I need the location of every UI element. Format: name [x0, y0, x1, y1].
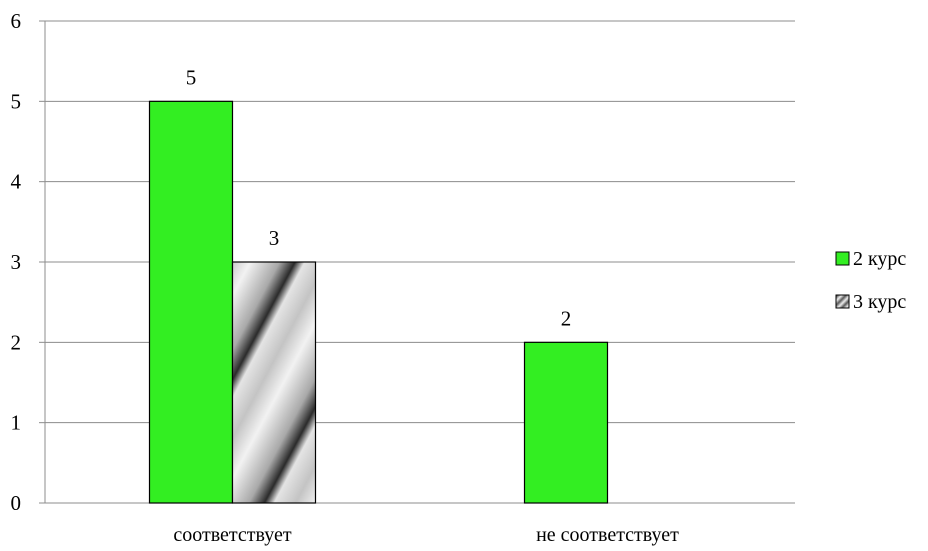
y-tick-label: 5	[11, 89, 22, 113]
x-category-label: не соответствует	[536, 524, 679, 546]
x-category-label: соответствует	[173, 524, 292, 546]
legend: 2 курс 3 курс	[835, 248, 906, 313]
data-label: 5	[186, 65, 197, 89]
bar-1-2	[523, 341, 609, 504]
bar-1-1	[148, 100, 234, 504]
data-label: 3	[269, 226, 280, 250]
y-tick-label: 0	[11, 491, 22, 515]
x-axis: соответствует не соответствует	[173, 524, 679, 546]
bars	[148, 100, 609, 504]
y-tick-label: 2	[11, 330, 22, 354]
y-tick-label: 1	[11, 411, 22, 435]
data-label: 2	[561, 306, 572, 330]
legend-swatch	[835, 251, 850, 266]
legend-label: 2 курс	[853, 248, 906, 270]
legend-swatch	[835, 294, 850, 309]
bar-2-1	[231, 261, 317, 504]
y-tick-label: 4	[11, 170, 22, 194]
y-tick-label: 6	[11, 9, 22, 33]
y-tick-label: 3	[11, 250, 22, 274]
legend-label: 3 курс	[853, 291, 906, 313]
data-labels: 5 3 2	[186, 65, 572, 330]
